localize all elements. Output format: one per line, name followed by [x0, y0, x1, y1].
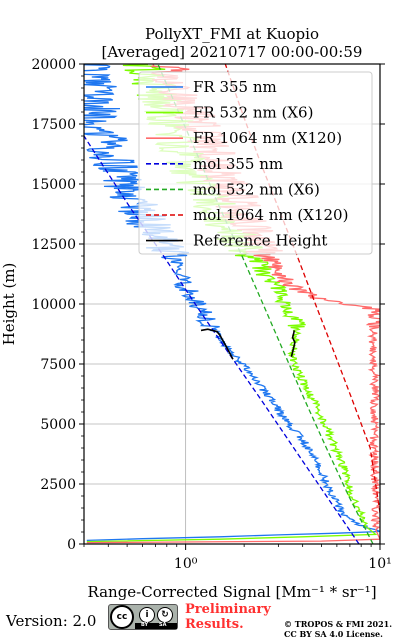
series-mol-355-nm-line [84, 135, 360, 544]
y-tick-label: 2500 [40, 477, 76, 493]
legend-label: mol 532 nm (X6) [193, 180, 320, 198]
footer: Version: 2.0 cc i ↻ BY SA Preliminary Res… [0, 598, 400, 640]
y-tick-label: 7500 [40, 357, 76, 373]
y-tick-label: 20000 [31, 57, 76, 73]
legend-label: FR 1064 nm (X120) [193, 129, 342, 147]
y-tick-label: 10000 [31, 297, 76, 313]
chart-title: PollyXT_FMI at Kuopio [145, 25, 319, 43]
legend-label: FR 355 nm [193, 78, 277, 96]
legend-label: mol 355 nm [193, 155, 283, 173]
series-reference-height-line [290, 330, 296, 357]
legend: FR 355 nm FR 532 nm (X6) FR 1064 nm (X120)… [138, 71, 373, 255]
x-tick-label: 10⁰ [174, 556, 198, 572]
version-label: Version: 2.0 [6, 612, 97, 630]
x-tick-label: 10¹ [368, 556, 391, 572]
legend-label: Reference Height [193, 232, 327, 250]
attribution-icon: i [139, 607, 155, 623]
cc-icon: cc [110, 605, 134, 629]
y-tick-label: 12500 [31, 237, 76, 253]
preliminary-line-2: Results. [185, 617, 244, 632]
series-mol-1064-nm-x120-line [224, 64, 380, 513]
preliminary-line-1: Preliminary [185, 602, 271, 617]
y-axis-label: Height (m) [0, 263, 18, 346]
legend-label: FR 532 nm (X6) [193, 104, 313, 122]
cc-by-sa-badge: cc i ↻ BY SA [108, 604, 178, 630]
x-axis-label: Range-Corrected Signal [Mm⁻¹ * sr⁻¹] [87, 583, 376, 601]
copyright-credit: © TROPOS & FMI 2021. CC BY SA 4.0 Licens… [284, 619, 392, 639]
series-mol-532-nm-x6-line [157, 64, 374, 544]
license-strip: BY SA [135, 622, 177, 629]
preliminary-notice: Preliminary Results. [185, 602, 271, 632]
series-reference-height-line [200, 328, 234, 360]
credit-line-2: CC BY SA 4.0 License. [284, 629, 383, 639]
y-tick-label: 15000 [31, 177, 76, 193]
credit-line-1: © TROPOS & FMI 2021. [284, 619, 393, 629]
legend-label: mol 1064 nm (X120) [193, 206, 348, 224]
legend-box [138, 71, 373, 255]
share-alike-icon: ↻ [157, 607, 173, 623]
y-tick-label: 0 [67, 537, 76, 553]
y-tick-label: 17500 [31, 117, 76, 133]
chart-subtitle: [Averaged] 20210717 00:00-00:59 [102, 43, 363, 61]
y-tick-label: 5000 [40, 417, 76, 433]
series-fr-355-nm-line [84, 64, 380, 542]
